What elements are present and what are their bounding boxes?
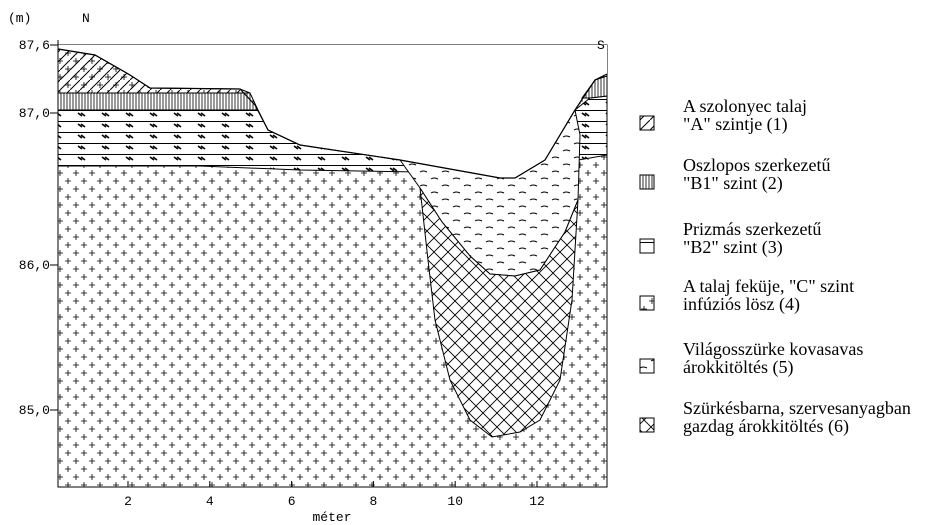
legend-swatch	[640, 175, 654, 189]
legend-text: Szürkésbarna, szervesanyagban	[683, 398, 911, 418]
x-tick-label: 4	[206, 494, 214, 509]
legend-text: infúziós lösz (4)	[683, 294, 800, 315]
direction-s: S	[597, 38, 605, 53]
legend-text: "B1" szint (2)	[683, 173, 783, 194]
x-tick-label: 10	[447, 494, 463, 509]
x-tick-label: 12	[529, 494, 545, 509]
legend-swatch	[640, 418, 654, 432]
legend-text: gazdag árokkitöltés (6)	[683, 416, 849, 437]
y-tick-label: 85,0	[19, 403, 50, 418]
direction-n: N	[82, 11, 90, 26]
x-tick-label: 6	[288, 494, 296, 509]
legend-text: Világosszürke kovasavas	[683, 339, 863, 359]
legend-swatch	[640, 296, 654, 310]
legend-text: "A" szintje (1)	[683, 114, 788, 135]
y-tick-label: 87,0	[19, 106, 50, 121]
cross-section	[58, 45, 607, 487]
legend-text: A talaj feküje, "C" szint	[683, 276, 854, 296]
y-tick-label: 86,0	[19, 258, 50, 273]
legend-text: A szolonyec talaj	[683, 96, 807, 116]
x-axis-label: méter	[312, 510, 351, 525]
x-tick-label: 8	[369, 494, 377, 509]
legend-text: árokkitöltés (5)	[683, 357, 793, 378]
legend: A szolonyec talaj"A" szintje (1) Oszlopos…	[640, 96, 911, 437]
y-unit: (m)	[8, 11, 31, 26]
legend-swatch	[640, 239, 654, 253]
legend-swatch	[640, 116, 654, 130]
legend-swatch	[640, 359, 654, 373]
profile-diagram: (m) N S méter 87,6 87,0 86,0 85,0 2 4 6 8 10 12 A…	[0, 0, 941, 525]
y-tick-label: 87,6	[19, 38, 50, 53]
x-tick-label: 2	[124, 494, 132, 509]
layer-2	[58, 93, 258, 110]
legend-text: "B2" szint (3)	[683, 237, 783, 258]
legend-text: Prizmás szerkezetű	[683, 219, 821, 239]
legend-text: Oszlopos szerkezetű	[683, 155, 830, 175]
